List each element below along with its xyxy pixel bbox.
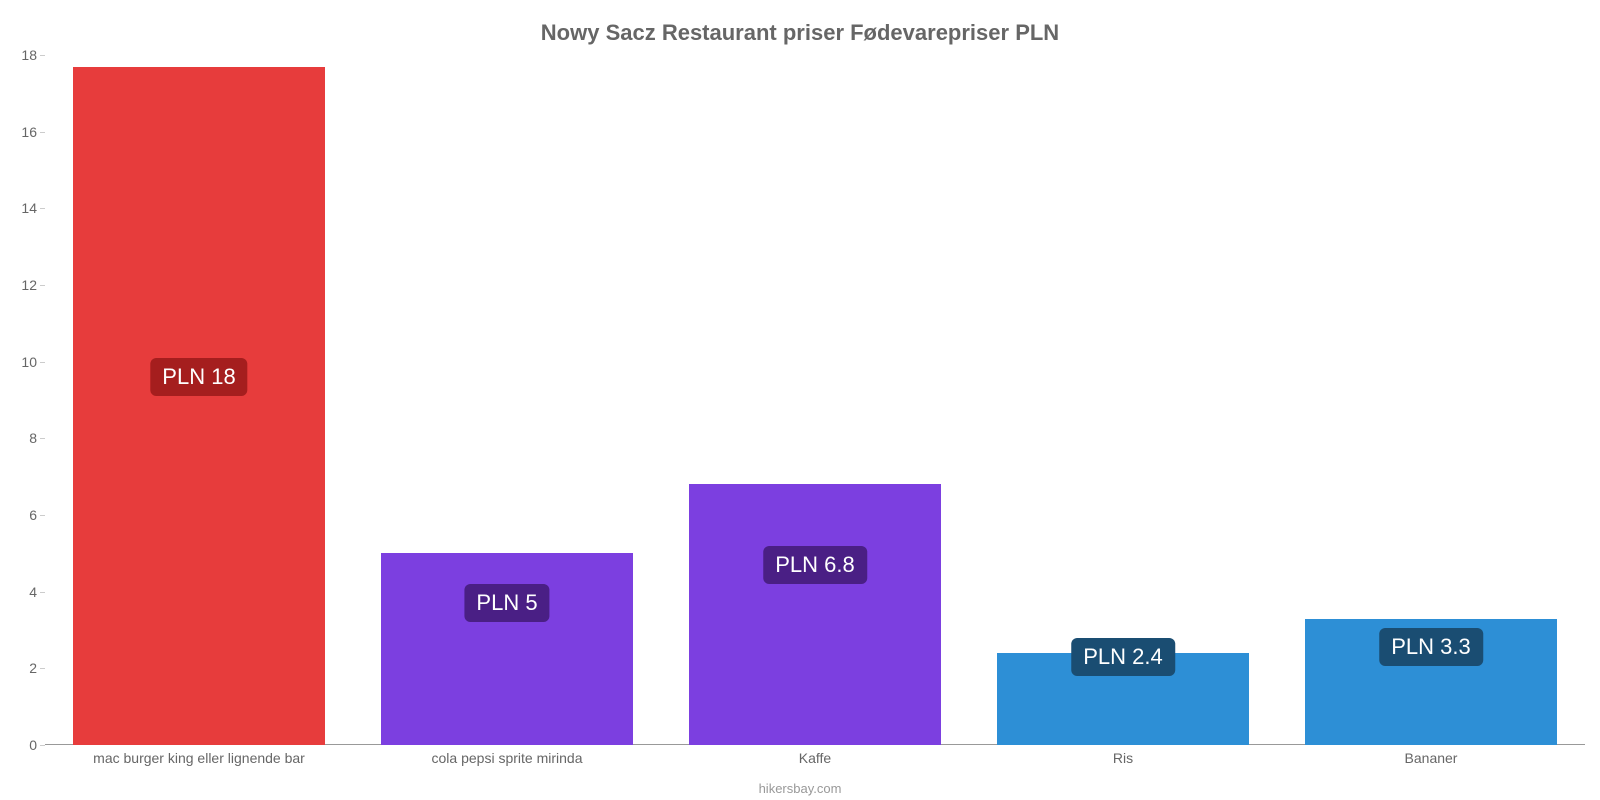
y-tick-mark [40,745,45,746]
y-tick-label: 6 [29,507,37,523]
y-axis: 024681012141618 [0,55,45,745]
y-tick-label: 18 [21,47,37,63]
value-badge: PLN 18 [150,358,247,396]
y-tick-label: 2 [29,660,37,676]
y-tick-label: 4 [29,584,37,600]
chart-title: Nowy Sacz Restaurant priser Fødevarepris… [0,20,1600,46]
value-badge: PLN 6.8 [763,546,867,584]
value-badge: PLN 5 [464,584,549,622]
y-tick-label: 10 [21,354,37,370]
x-axis-label: mac burger king eller lignende bar [93,750,305,766]
bar [381,553,634,745]
bar [689,484,942,745]
x-axis-label: Ris [1113,750,1133,766]
y-tick-label: 12 [21,277,37,293]
plot-area [45,55,1585,745]
y-tick-label: 14 [21,200,37,216]
y-tick-label: 16 [21,124,37,140]
value-badge: PLN 3.3 [1379,628,1483,666]
value-badge: PLN 2.4 [1071,638,1175,676]
x-axis-label: Bananer [1405,750,1458,766]
x-axis-label: Kaffe [799,750,831,766]
x-axis-label: cola pepsi sprite mirinda [432,750,583,766]
y-tick-label: 8 [29,430,37,446]
bar [73,67,326,746]
y-tick-label: 0 [29,737,37,753]
attribution-text: hikersbay.com [0,781,1600,796]
